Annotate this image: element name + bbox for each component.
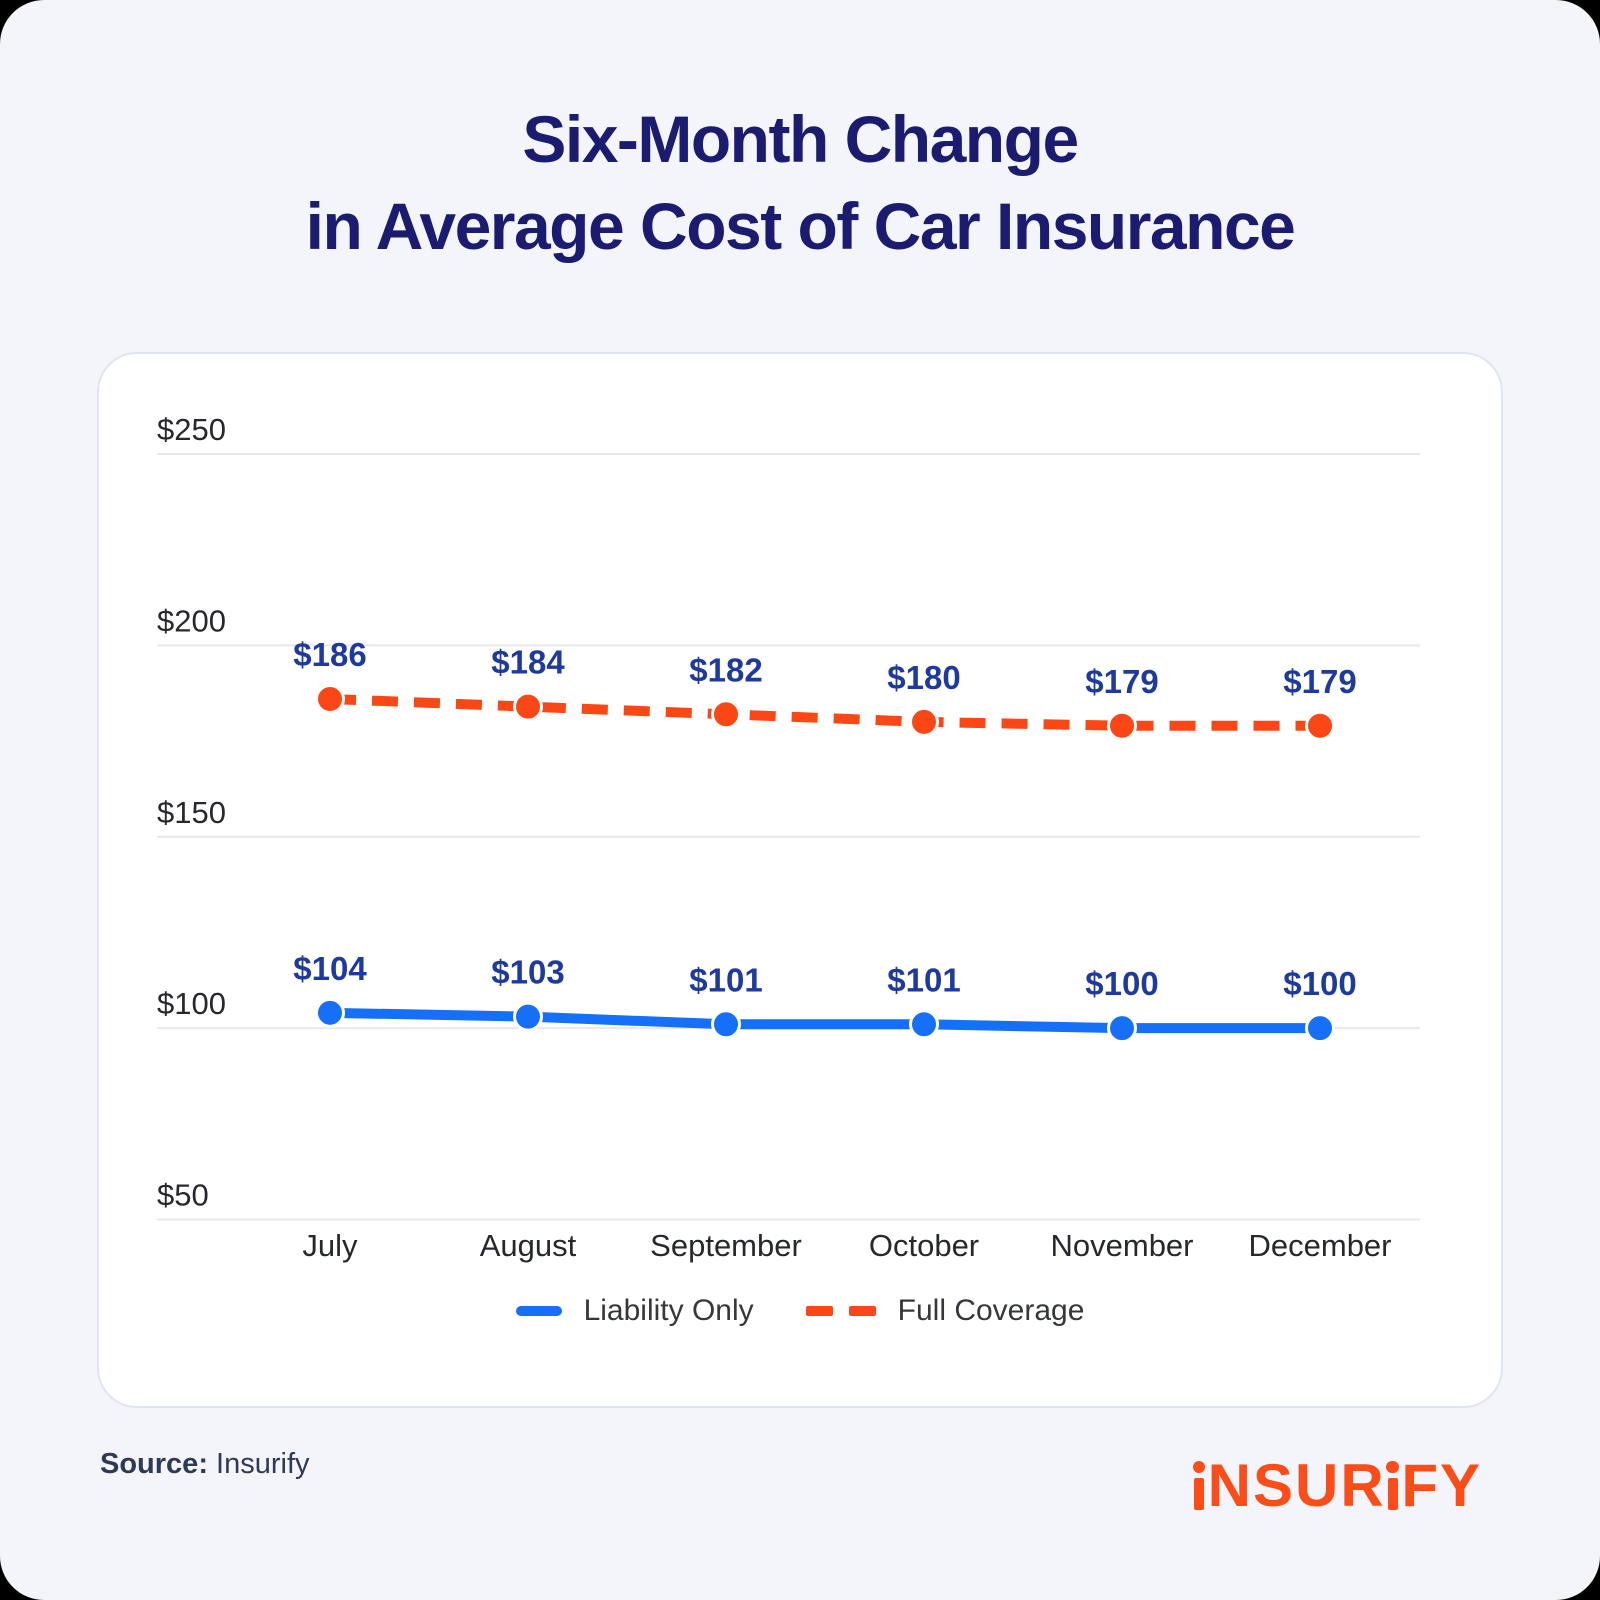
y-axis-tick-label: $250 — [157, 412, 226, 447]
logo-letter: S — [1253, 1452, 1296, 1520]
full-coverage-point-august — [513, 691, 543, 722]
data-label: $101 — [887, 961, 960, 998]
x-axis-label-august: August — [480, 1228, 577, 1263]
data-label: $104 — [293, 950, 367, 987]
full-coverage-point-december — [1305, 710, 1335, 741]
page-title: Six-Month Change in Average Cost of Car … — [0, 96, 1600, 270]
liability-only-point-september — [711, 1009, 741, 1040]
line-chart: $250 $200 $150 $100 $50 July August September Oc… — [157, 412, 1420, 1263]
x-axis-label-july: July — [302, 1228, 358, 1263]
data-label: $100 — [1085, 965, 1158, 1002]
full-coverage-dash-swatch — [805, 1306, 876, 1316]
legend-item-liability-only: Liability Only — [515, 1294, 754, 1328]
logo-letter: N — [1207, 1452, 1253, 1520]
data-label: $179 — [1283, 663, 1356, 700]
legend-item-full-coverage: Full Coverage — [805, 1294, 1085, 1328]
page-title-line2: in Average Cost of Car Insurance — [305, 189, 1296, 264]
chart-legend: Liability Only Full Coverage — [99, 1294, 1501, 1328]
full-coverage-point-october — [909, 706, 939, 737]
data-label: $103 — [491, 954, 564, 991]
full-coverage-point-july — [315, 683, 345, 714]
full-coverage-point-november — [1107, 710, 1137, 741]
liability-only-point-december — [1305, 1013, 1335, 1044]
legend-label-liability-only: Liability Only — [583, 1294, 754, 1327]
x-axis-label-october: October — [869, 1228, 979, 1263]
y-axis-tick-label: $200 — [157, 603, 226, 638]
data-label: $180 — [887, 659, 960, 696]
chart-card: $250 $200 $150 $100 $50 July August September Oc… — [97, 352, 1503, 1408]
x-axis-label-december: December — [1249, 1228, 1392, 1263]
logo-letter-i — [1386, 1460, 1402, 1510]
logo-letter: R — [1340, 1452, 1386, 1520]
data-label: $182 — [689, 651, 762, 688]
liability-only-point-october — [909, 1009, 939, 1040]
data-label: $100 — [1283, 965, 1356, 1002]
data-label: $186 — [293, 636, 366, 673]
liability-only-line-swatch — [515, 1306, 562, 1316]
y-axis-tick-label: $100 — [157, 986, 226, 1021]
source-value: Insurify — [216, 1448, 310, 1480]
liability-only-line — [329, 1007, 1320, 1034]
full-coverage-point-september — [711, 699, 741, 730]
liability-only-point-july — [315, 997, 345, 1028]
liability-only-point-august — [513, 1001, 543, 1032]
legend-label-full-coverage: Full Coverage — [897, 1294, 1085, 1327]
logo-letter-i — [1192, 1460, 1208, 1510]
full-coverage-line — [329, 693, 1320, 731]
source-line: Source: Insurify — [100, 1448, 310, 1481]
logo-letter: F — [1401, 1452, 1440, 1520]
logo-letter: U — [1295, 1452, 1341, 1520]
liability-only-point-november — [1107, 1013, 1137, 1044]
logo-letter: Y — [1439, 1452, 1482, 1520]
data-label: $101 — [689, 961, 762, 998]
x-axis-label-september: September — [650, 1228, 802, 1263]
data-label: $184 — [491, 644, 565, 681]
page-title-line1: Six-Month Change — [522, 102, 1079, 176]
source-label: Source: — [100, 1448, 208, 1480]
data-label: $179 — [1085, 663, 1158, 700]
y-axis-tick-label: $150 — [157, 795, 226, 830]
y-axis-tick-label: $50 — [157, 1178, 209, 1213]
x-axis-label-november: November — [1051, 1228, 1194, 1263]
